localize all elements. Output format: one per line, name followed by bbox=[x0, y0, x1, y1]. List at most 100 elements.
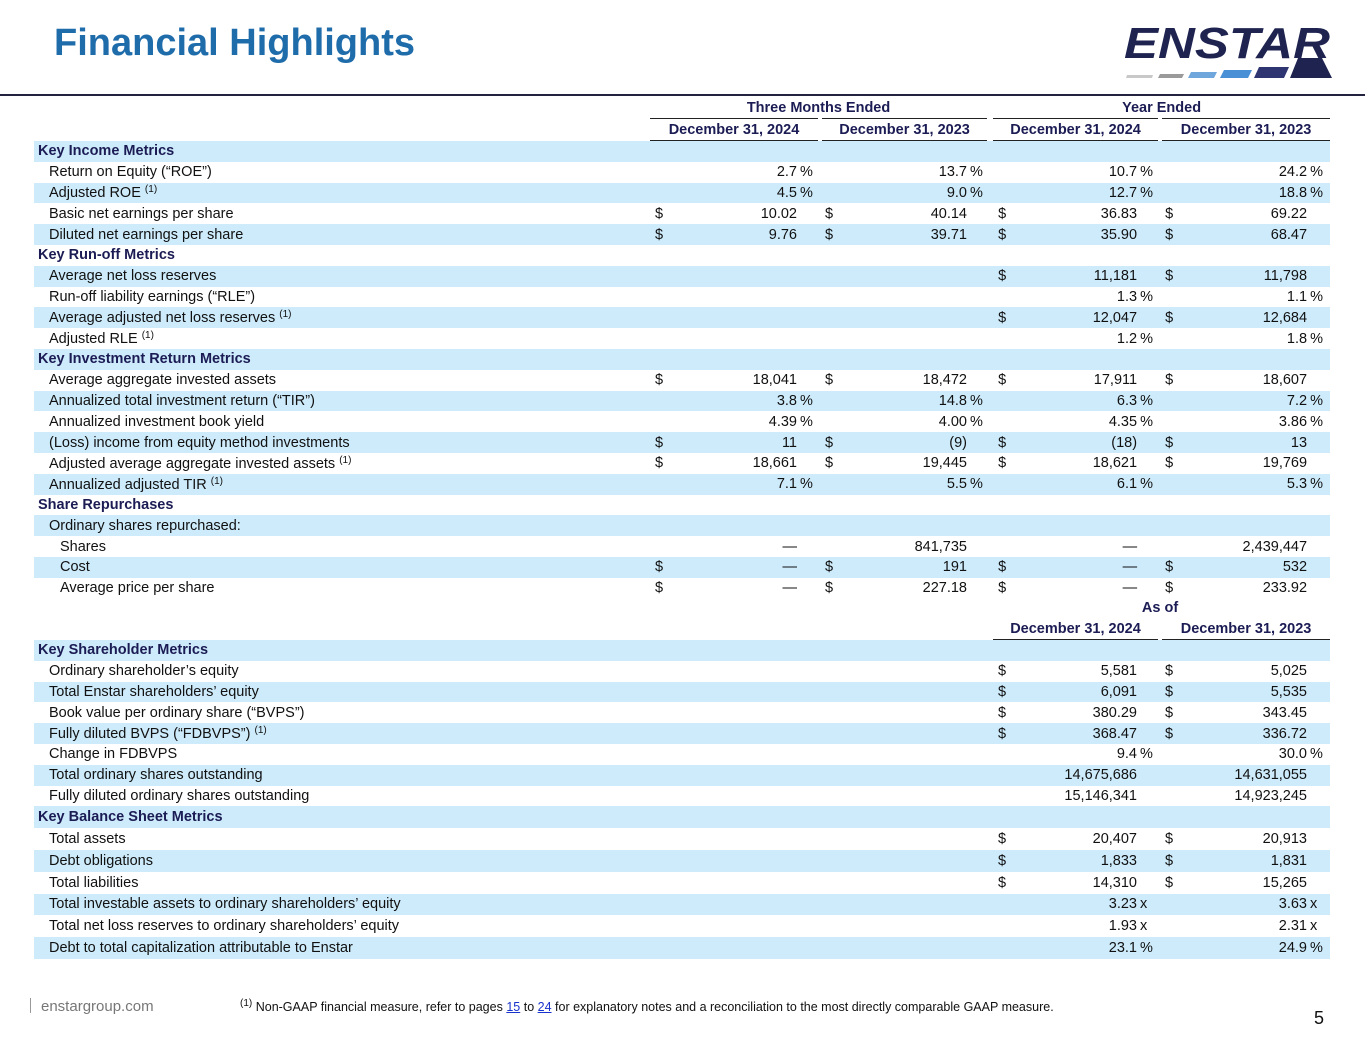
cell-unit bbox=[797, 893, 820, 916]
table-row: Total liabilities $14,310 $15,265 bbox=[34, 872, 1330, 894]
cell-value bbox=[846, 872, 967, 894]
cell-unit: x bbox=[1137, 893, 1160, 916]
cell-value: (9) bbox=[846, 432, 967, 453]
enstar-logo: ENSTAR bbox=[1124, 19, 1332, 78]
currency-symbol bbox=[820, 245, 846, 266]
currency-symbol bbox=[820, 744, 846, 765]
currency-symbol bbox=[820, 661, 846, 682]
currency-symbol bbox=[820, 872, 846, 894]
cell-unit: % bbox=[1137, 473, 1161, 495]
currency-symbol bbox=[650, 162, 676, 183]
currency-symbol: $ bbox=[1165, 704, 1174, 721]
row-label-text: Total Enstar shareholders’ equity bbox=[49, 683, 259, 700]
cell-unit bbox=[1137, 806, 1160, 829]
cell-value: 36.83 bbox=[1100, 205, 1138, 222]
row-label-text: Average aggregate invested assets bbox=[49, 372, 277, 389]
cell-unit bbox=[1307, 702, 1330, 723]
cell-value: 11 bbox=[676, 432, 797, 453]
cell-value: 14,631,055 bbox=[1186, 764, 1307, 786]
cell-value bbox=[676, 828, 797, 850]
cell-unit bbox=[1307, 307, 1331, 329]
cell-value: 10.02 bbox=[760, 205, 797, 222]
currency-symbol bbox=[650, 287, 676, 308]
currency-symbol bbox=[650, 744, 676, 765]
row-label-text: Key Investment Return Metrics bbox=[38, 351, 251, 368]
currency-symbol bbox=[820, 915, 846, 937]
cell-unit bbox=[967, 872, 990, 894]
cell-value: 3.23 bbox=[1016, 893, 1137, 916]
row-label-text: Annualized investment book yield bbox=[49, 413, 265, 430]
section-header-row: Key Income Metrics bbox=[34, 140, 1331, 162]
table-row: Cost $ — $191 $ — $532 bbox=[34, 556, 1331, 578]
cell-value: 9.4 bbox=[1116, 746, 1137, 763]
cell-unit bbox=[797, 245, 820, 266]
cell-unit: % bbox=[797, 473, 820, 495]
page-link-15[interactable]: 15 bbox=[506, 1000, 521, 1014]
row-label: Key Income Metrics bbox=[34, 140, 650, 162]
cell-value bbox=[676, 806, 797, 829]
currency-symbol bbox=[820, 265, 846, 287]
currency-symbol: $ bbox=[1160, 307, 1187, 329]
row-label: Diluted net earnings per share bbox=[34, 224, 650, 245]
cell-unit bbox=[967, 515, 991, 537]
cell-value bbox=[846, 893, 967, 916]
cell-unit bbox=[1137, 495, 1160, 516]
cell-unit bbox=[1137, 224, 1161, 245]
row-label-text: Annualized adjusted TIR bbox=[49, 476, 207, 493]
cell-unit bbox=[1137, 370, 1160, 391]
table-row: Total ordinary shares outstanding 14,675,… bbox=[34, 764, 1331, 786]
cell-unit bbox=[797, 224, 820, 245]
cell-value: 18,661 bbox=[752, 455, 797, 472]
cell-unit bbox=[967, 432, 991, 453]
row-label: Adjusted average aggregate invested asse… bbox=[34, 453, 650, 474]
currency-symbol bbox=[990, 915, 1016, 937]
currency-symbol bbox=[650, 702, 676, 723]
row-label: Average adjusted net loss reserves (1) bbox=[34, 307, 650, 329]
cell-value bbox=[846, 937, 967, 959]
table-row: Total investable assets to ordinary shar… bbox=[34, 893, 1331, 916]
currency-symbol bbox=[1160, 893, 1186, 916]
cell-unit bbox=[797, 556, 820, 578]
cell-value: 14,923,245 bbox=[1234, 787, 1307, 804]
cell-value: 68.47 bbox=[1186, 224, 1308, 245]
cell-unit bbox=[1307, 578, 1330, 599]
cell-unit bbox=[797, 307, 820, 329]
row-label: Total liabilities bbox=[34, 872, 650, 894]
currency-symbol bbox=[650, 849, 676, 872]
cell-value: 15,265 bbox=[1262, 874, 1307, 891]
cell-value bbox=[676, 786, 797, 807]
cell-value: 336.72 bbox=[1186, 723, 1307, 744]
currency-symbol bbox=[650, 515, 676, 537]
row-label-text: Key Balance Sheet Metrics bbox=[38, 809, 223, 826]
financial-table-bottom: As of December 31, 2024 December 31, 202… bbox=[34, 597, 1331, 959]
row-label: Total ordinary shares outstanding bbox=[34, 764, 650, 786]
currency-symbol bbox=[990, 390, 1017, 412]
currency-symbol: $ bbox=[1165, 205, 1174, 222]
cell-unit: % bbox=[1307, 390, 1331, 412]
currency-symbol: $ bbox=[998, 580, 1007, 597]
page-link-24[interactable]: 24 bbox=[537, 1000, 552, 1014]
table-row: Ordinary shares repurchased: bbox=[34, 515, 1331, 537]
website-text: enstargroup.com bbox=[41, 998, 154, 1015]
cell-unit bbox=[1137, 702, 1160, 723]
cell-unit bbox=[967, 937, 990, 959]
currency-symbol bbox=[820, 639, 846, 661]
cell-unit: x bbox=[1310, 918, 1318, 935]
currency-symbol: $ bbox=[820, 556, 846, 578]
cell-value: 1,833 bbox=[1016, 849, 1137, 872]
cell-unit bbox=[1137, 245, 1160, 266]
cell-unit: % bbox=[1137, 937, 1160, 959]
currency-symbol bbox=[650, 764, 676, 786]
row-label-text: Ordinary shareholder’s equity bbox=[49, 663, 239, 680]
table-row: Total net loss reserves to ordinary shar… bbox=[34, 915, 1330, 937]
cell-unit bbox=[1307, 203, 1330, 224]
cell-value bbox=[676, 937, 797, 959]
cell-unit bbox=[1307, 348, 1331, 370]
cell-unit bbox=[967, 265, 991, 287]
cell-value: 14,310 bbox=[1092, 874, 1137, 891]
currency-symbol: $ bbox=[655, 372, 664, 389]
cell-value bbox=[846, 348, 967, 370]
currency-symbol bbox=[990, 495, 1016, 516]
cell-value bbox=[846, 764, 967, 786]
row-label-text: Adjusted RLE bbox=[49, 331, 138, 348]
